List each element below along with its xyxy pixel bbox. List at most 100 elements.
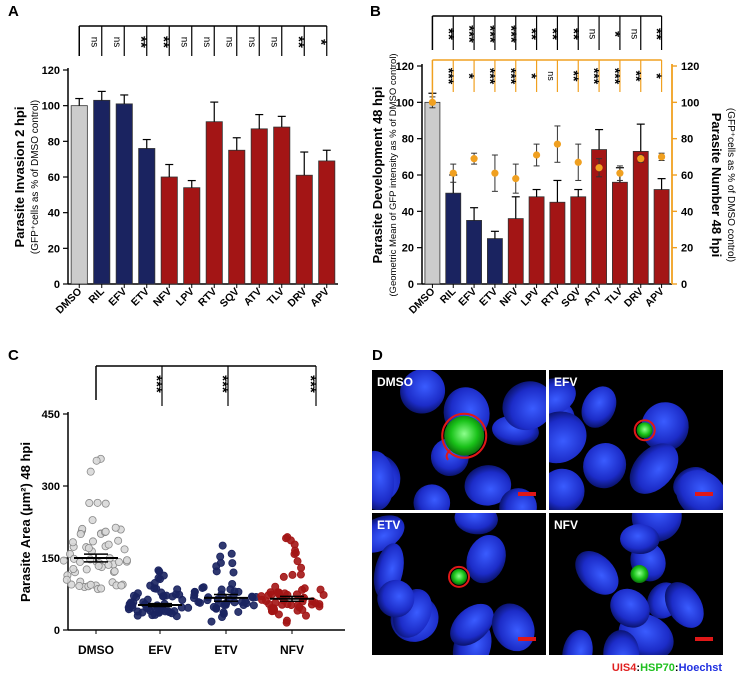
parasite [630, 565, 649, 584]
y-axis-label: Parasite Development 48 hpi [370, 86, 385, 263]
x-tick-label: ETV [129, 286, 152, 309]
dot-NFV [282, 534, 291, 543]
dot-EFV [150, 584, 159, 593]
nucleus [575, 551, 619, 595]
dot-DMSO [84, 544, 93, 553]
dot-NFV [301, 611, 310, 620]
dot-DMSO [86, 580, 95, 589]
y-tick-label: 0 [54, 279, 60, 291]
dot-DMSO [114, 536, 123, 545]
dot-ETV [190, 587, 199, 596]
legend-1: : [636, 662, 640, 674]
dot-DMSO [122, 556, 131, 565]
dot-ETV [228, 559, 237, 568]
x-tick-label: RTV [539, 286, 562, 309]
micrograph-label: EFV [554, 375, 577, 389]
y-tick-label: 60 [402, 170, 414, 182]
dot-NFV [290, 550, 299, 559]
bar-ETV [487, 238, 503, 285]
micrograph-content [372, 513, 535, 655]
y2-axis-sublabel: (GFP⁺cells as % of DMSO control) [725, 108, 736, 262]
dot-NFV [274, 610, 283, 619]
dot-EFV [161, 607, 170, 616]
bar-TLV [273, 126, 291, 285]
y-tick-label: 120 [396, 61, 414, 73]
bar-RIL [445, 192, 462, 285]
micrograph-label: NFV [554, 518, 578, 532]
dot-DMSO [85, 499, 94, 508]
dot-ETV [230, 598, 239, 607]
sig-label-black: ** [565, 28, 582, 40]
y2-axis-label: Parasite Number 48 hpi [709, 113, 724, 258]
bar-ETV [138, 148, 156, 285]
bar-APV [318, 160, 336, 285]
nucleus [664, 582, 704, 628]
nucleus [562, 629, 593, 655]
dot-ETV [217, 585, 226, 594]
dot-ETV [195, 598, 204, 607]
sig-label-black: ** [544, 28, 561, 40]
nucleus [641, 402, 689, 452]
y2-tick-label: 80 [681, 134, 693, 146]
dot-NFV [296, 570, 305, 579]
sig-label: * [313, 39, 330, 45]
nucleus [610, 588, 650, 628]
nucleus [499, 488, 537, 510]
dot-ETV [229, 568, 238, 577]
x-tick-label: EFV [148, 643, 171, 657]
sig-label-orange: *** [587, 68, 603, 85]
point-ETV [491, 169, 499, 177]
sig-label-orange: ** [566, 71, 582, 82]
y-axis-label: Parasite Area (μm²) 48 hpi [18, 442, 33, 602]
sig-label: *** [302, 375, 319, 393]
y2-tick-label: 100 [681, 97, 699, 109]
dot-EFV [129, 591, 138, 600]
nucleus [549, 411, 587, 464]
x-tick-label: ETV [214, 643, 237, 657]
bar-ATV [250, 128, 268, 285]
point-RIL [449, 169, 457, 177]
dot-NFV [297, 563, 306, 572]
sig-label-orange: * [524, 73, 540, 79]
micrograph-label: DMSO [377, 375, 413, 389]
dot-NFV [271, 582, 280, 591]
x-tick-label: NFV [280, 643, 304, 657]
scale-bar [695, 492, 713, 496]
bar-DRV [295, 174, 313, 285]
dot-NFV [288, 570, 297, 579]
point-TLV [616, 169, 624, 177]
x-tick-label: ETV [477, 286, 500, 309]
dot-DMSO [117, 581, 126, 590]
micrograph-content [562, 513, 704, 655]
bar-LPV [528, 196, 545, 285]
nucleus [549, 378, 576, 416]
x-tick-label: RTV [196, 286, 219, 309]
bar-EFV [466, 220, 482, 285]
y-tick-label: 20 [402, 243, 414, 255]
y-axis-sublabel: (Geometric Mean of GFP intensity as % of… [388, 53, 399, 296]
parasite [451, 568, 467, 585]
dot-DMSO [86, 467, 95, 476]
nucleus [583, 443, 627, 489]
y-tick-label: 20 [48, 243, 60, 255]
micrograph-label: ETV [377, 518, 400, 532]
dot-DMSO [88, 537, 97, 546]
bar-DMSO [70, 105, 88, 285]
sig-label: ns [224, 37, 235, 48]
dot-NFV [282, 616, 291, 625]
legend-0: UIS4 [612, 662, 637, 674]
dot-DMSO [94, 561, 103, 570]
y-tick-label: 300 [42, 481, 60, 493]
sig-label-black: *** [482, 25, 499, 43]
sig-label-orange: *** [441, 68, 457, 85]
point-SQV [574, 158, 582, 166]
x-tick-label: ATV [581, 286, 604, 309]
sig-label-black: ** [523, 28, 540, 40]
point-RTV [553, 140, 562, 148]
nucleus [581, 386, 617, 428]
y2-tick-label: 40 [681, 206, 693, 218]
sig-label-orange: * [649, 73, 665, 79]
bar-SQV [228, 149, 246, 285]
dot-DMSO [88, 516, 97, 525]
